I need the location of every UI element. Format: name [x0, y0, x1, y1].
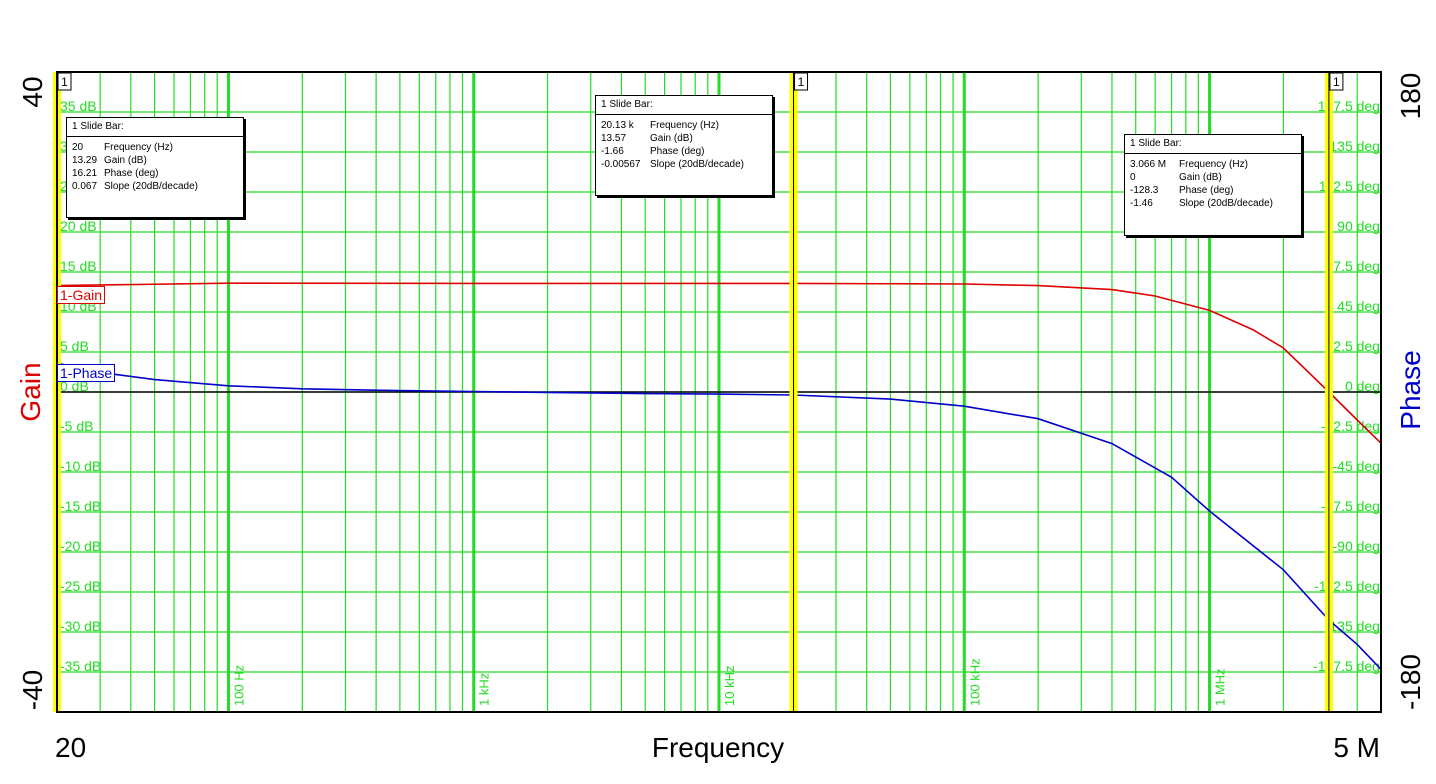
gain-tick-label: 5 dB [60, 338, 89, 354]
readout-value: 20 [72, 142, 84, 153]
readout-row: 3.066 M Frequency (Hz) [1125, 158, 1301, 171]
slide-bar-title: 1 Slide Bar: [596, 96, 772, 115]
phase-tick-label: -135 deg [1325, 618, 1380, 634]
phase-axis-title: Phase [1395, 350, 1426, 429]
readout-label: Phase (deg) [1179, 185, 1234, 196]
gain-tick-label: -15 dB [60, 498, 101, 514]
readout-value: 13.29 [72, 155, 98, 166]
gain-tick-label: -20 dB [60, 538, 101, 554]
readout-label: Slope (20dB/decade) [1179, 198, 1273, 209]
gain-axis-max: 40 [17, 76, 48, 107]
readout-label: Phase (deg) [650, 146, 705, 157]
x-axis-title: Frequency [652, 732, 784, 763]
readout-value: 16.21 [72, 168, 98, 179]
phase-tick-label: 67.5 deg [1326, 258, 1381, 274]
x-axis-end-label: 5 M [1333, 732, 1380, 763]
readout-value: 0.067 [72, 181, 98, 192]
readout-label: Frequency (Hz) [650, 120, 719, 131]
plot-frame [56, 71, 1382, 713]
x-axis-start-label: 20 [55, 732, 86, 763]
gain-tick-label: 20 dB [60, 218, 97, 234]
phase-axis-max: 180 [1395, 73, 1426, 120]
gain-series-tag[interactable]: 1-Gain [57, 286, 106, 304]
phase-tick-label: -22.5 deg [1321, 418, 1380, 434]
readout-value: -128.3 [1130, 185, 1159, 196]
phase-tick-label: 45 deg [1337, 298, 1380, 314]
gain-tick-label: -10 dB [60, 458, 101, 474]
phase-tick-label: -90 deg [1333, 538, 1380, 554]
readout-value: 13.57 [601, 133, 627, 144]
readout-row: 13.57 Gain (dB) [596, 132, 772, 145]
readout-value: 0 [1130, 172, 1136, 183]
slide-bar-readout-3[interactable]: 1 Slide Bar: 3.066 M Frequency (Hz) 0 Gain… [1124, 134, 1302, 236]
readout-label: Gain (dB) [650, 133, 693, 144]
slide-bar-marker: 1 [1333, 75, 1340, 89]
readout-label: Gain (dB) [1179, 172, 1222, 183]
phase-tick-label: -112.5 deg [1314, 578, 1380, 594]
slide-bar-title: 1 Slide Bar: [67, 118, 243, 137]
readout-row: -1.66 Phase (deg) [596, 145, 772, 158]
readout-row: -0.00567 Slope (20dB/decade) [596, 158, 772, 171]
readout-row: 13.29 Gain (dB) [67, 154, 243, 167]
readout-label: Frequency (Hz) [104, 142, 173, 153]
phase-axis-min: -180 [1395, 654, 1426, 710]
frequency-tick-labels: 100 Hz 1 kHz 10 kHz 100 kHz 1 MHz [231, 658, 1227, 706]
readout-value: 20.13 k [601, 120, 634, 131]
readout-row: 0 Gain (dB) [1125, 171, 1301, 184]
readout-row: 20.13 k Frequency (Hz) [596, 119, 772, 132]
frequency-tick-label: 100 Hz [231, 665, 246, 706]
phase-tick-label: 0 deg [1345, 378, 1380, 394]
1-gain-line [56, 282, 1382, 444]
gain-tick-label: 35 dB [60, 98, 97, 114]
gain-tick-label: -35 dB [60, 658, 101, 674]
readout-value: -0.00567 [601, 159, 641, 170]
gain-tick-label: 0 dB [60, 378, 89, 394]
readout-row: 20 Frequency (Hz) [67, 141, 243, 154]
readout-label: Slope (20dB/decade) [650, 159, 744, 170]
frequency-tick-label: 100 kHz [967, 658, 982, 706]
slide-bar-title: 1 Slide Bar: [1125, 135, 1301, 154]
frequency-tick-label: 1 MHz [1213, 668, 1228, 706]
phase-tick-label: 22.5 deg [1326, 338, 1381, 354]
slide-bar-readout-2[interactable]: 1 Slide Bar: 20.13 k Frequency (Hz) 13.57… [595, 95, 773, 196]
phase-series-tag[interactable]: 1-Phase [57, 364, 116, 382]
readout-label: Frequency (Hz) [1179, 159, 1248, 170]
frequency-tick-label: 1 kHz [477, 673, 492, 706]
phase-tick-label: 112.5 deg [1319, 178, 1380, 194]
phase-tick-label: 135 deg [1329, 138, 1380, 154]
slide-bar-marker: 1 [61, 75, 68, 89]
readout-row: -128.3 Phase (deg) [1125, 184, 1301, 197]
slide-bar-marker: 1 [798, 75, 805, 89]
readout-row: 0.067 Slope (20dB/decade) [67, 180, 243, 193]
frequency-tick-label: 10 kHz [722, 666, 737, 706]
phase-tick-label: 90 deg [1337, 218, 1380, 234]
readout-label: Phase (deg) [104, 168, 159, 179]
phase-tick-label: -45 deg [1333, 458, 1380, 474]
phase-tick-label: -157.5 deg [1313, 658, 1380, 674]
readout-label: Gain (dB) [104, 155, 147, 166]
readout-row: -1.46 Slope (20dB/decade) [1125, 197, 1301, 210]
phase-tick-label: -67.5 deg [1321, 498, 1380, 514]
gain-tick-label: 15 dB [60, 258, 97, 274]
gain-tick-label: -5 dB [60, 418, 93, 434]
readout-value: 3.066 M [1130, 159, 1167, 170]
gain-tick-label: -25 dB [60, 578, 101, 594]
phase-tick-label: 157.5 deg [1318, 98, 1380, 114]
slide-bar-readout-1[interactable]: 1 Slide Bar: 20 Frequency (Hz) 13.29 Gain … [66, 117, 244, 218]
gain-tick-label: -30 dB [60, 618, 101, 634]
readout-row: 16.21 Phase (deg) [67, 167, 243, 180]
readout-label: Slope (20dB/decade) [104, 181, 198, 192]
gain-axis-min: -40 [17, 670, 48, 710]
readout-value: -1.46 [1130, 198, 1153, 209]
gain-axis-title: Gain [15, 362, 46, 421]
readout-value: -1.66 [601, 146, 624, 157]
phase-tick-labels: 157.5 deg 135 deg 112.5 deg 90 deg 67.5 deg 4… [1313, 98, 1380, 674]
